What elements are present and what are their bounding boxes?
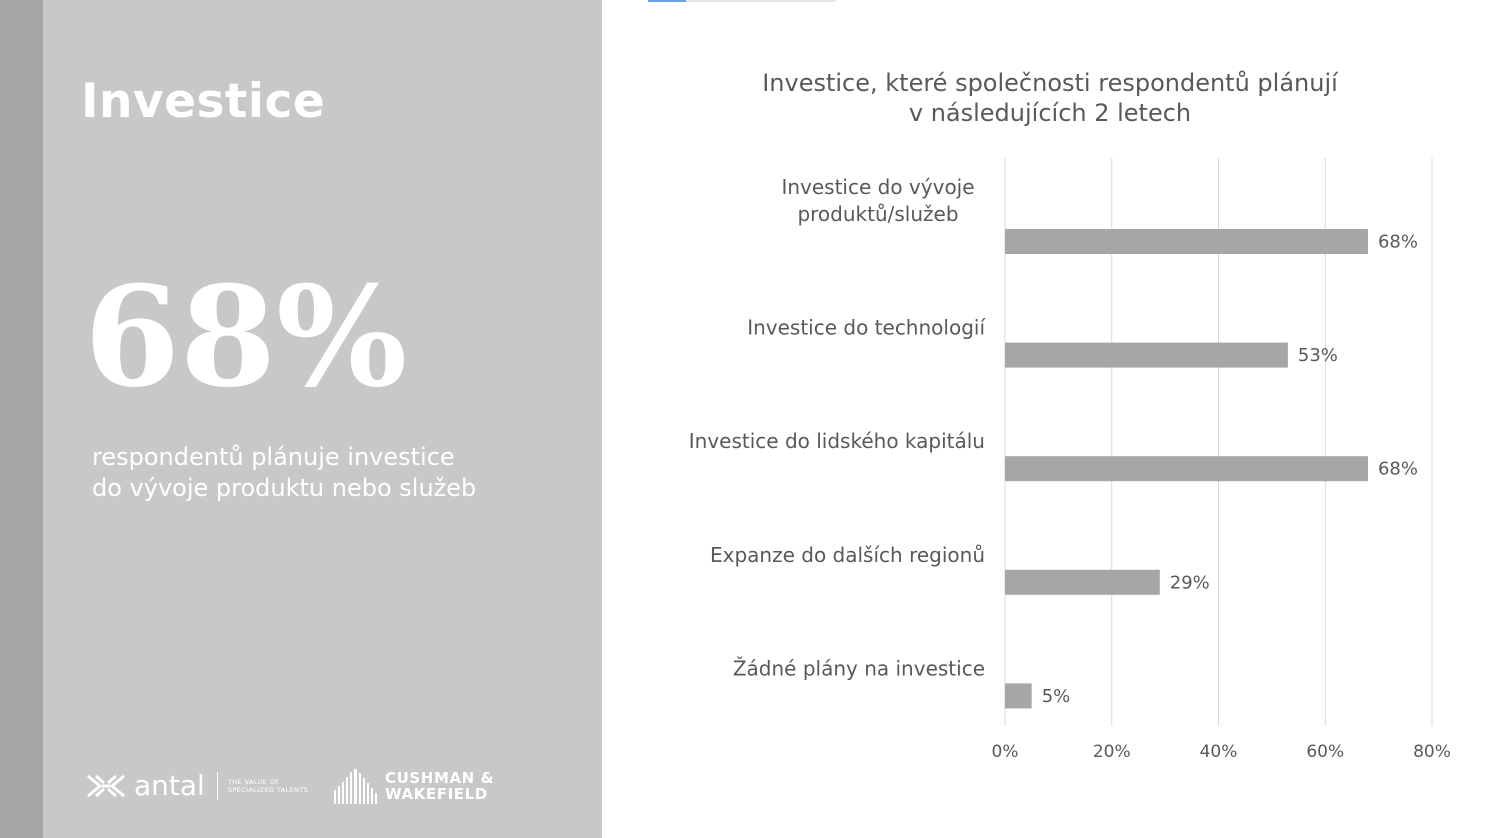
statistic-caption: respondentů plánuje investice do vývoje … [92,442,572,504]
bar [1005,456,1368,482]
antal-logo-icon [87,774,125,798]
caption-line: respondentů plánuje investice [92,443,455,471]
logo-divider [216,772,218,800]
caption-line: do vývoje produktu nebo služeb [92,474,477,502]
category-label: Expanze do dalších regionů [710,543,985,567]
category-label: Žádné plány na investice [733,656,985,680]
chart-title: Investice, které společnosti respondentů… [700,68,1400,128]
antal-tagline: THE VALUE OF SPECIALIZED TALENTS [228,778,308,794]
x-tick-label: 20% [1093,742,1131,762]
bar [1005,683,1032,709]
x-tick-label: 60% [1306,742,1344,762]
top-rule-accent [648,0,686,2]
data-label: 5% [1042,686,1071,707]
bar [1005,229,1368,254]
data-label: 53% [1298,345,1338,366]
category-label: produktů/služeb [797,202,958,226]
antal-logo: antal THE VALUE OF SPECIALIZED TALENTS [86,766,308,806]
chart-title-line: v následujících 2 letech [908,99,1192,127]
category-label: Investice do vývoje [781,175,974,199]
top-rule [648,0,836,2]
left-panel [43,0,602,838]
antal-tagline-line: SPECIALIZED TALENTS [227,786,309,794]
cushman-wakefield-logo-icon [334,769,377,804]
bar [1005,342,1288,368]
category-label: Investice do technologií [747,316,986,340]
data-label: 29% [1170,572,1210,593]
cushman-wakefield-logo: CUSHMAN & WAKEFIELD [333,766,494,806]
chart-title-line: Investice, které společnosti respondentů… [762,69,1338,97]
cw-wordmark-line: CUSHMAN & [385,769,495,787]
cushman-wakefield-wordmark: CUSHMAN & WAKEFIELD [385,770,494,802]
cw-wordmark-line: WAKEFIELD [385,785,488,803]
headline-statistic: 68% [84,255,408,418]
left-accent-strip [0,0,43,838]
category-label: Investice do lidského kapitálu [689,429,985,453]
bar [1005,569,1160,595]
page-title: Investice [81,74,326,129]
antal-wordmark: antal [134,769,205,802]
data-label: 68% [1378,459,1418,480]
x-tick-label: 0% [992,742,1019,762]
data-label: 68% [1378,232,1418,253]
antal-tagline-line: THE VALUE OF [227,778,280,786]
x-tick-label: 40% [1200,742,1238,762]
x-tick-label: 80% [1413,742,1451,762]
